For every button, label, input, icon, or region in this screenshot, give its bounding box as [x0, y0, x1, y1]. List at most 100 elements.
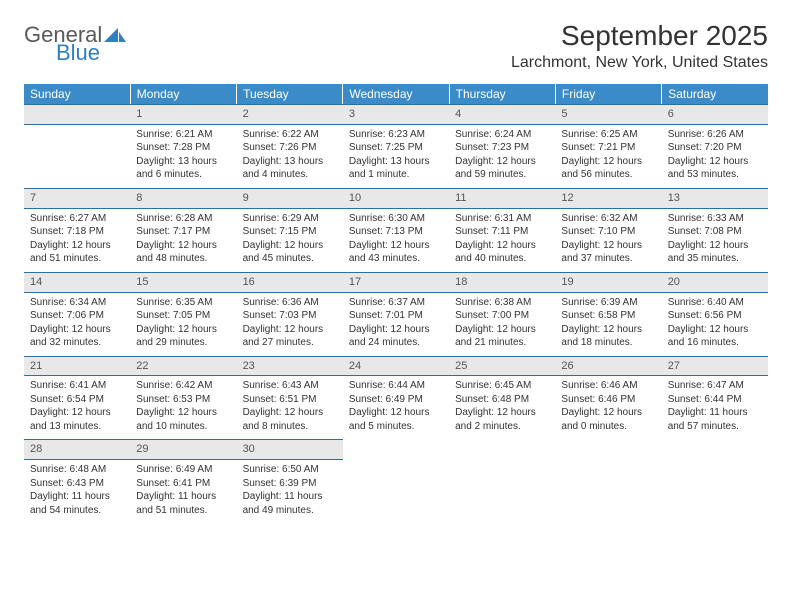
- sunrise-text: Sunrise: 6:25 AM: [561, 128, 655, 142]
- calendar-table: SundayMondayTuesdayWednesdayThursdayFrid…: [24, 84, 768, 523]
- calendar-cell: 11Sunrise: 6:31 AMSunset: 7:11 PMDayligh…: [449, 188, 555, 272]
- day-content: Sunrise: 6:28 AMSunset: 7:17 PMDaylight:…: [130, 209, 236, 272]
- sunrise-text: Sunrise: 6:37 AM: [349, 296, 443, 310]
- daylight-text: Daylight: 12 hours and 2 minutes.: [455, 406, 549, 433]
- sunset-text: Sunset: 6:58 PM: [561, 309, 655, 323]
- day-number: 12: [555, 188, 661, 209]
- day-number: 28: [24, 439, 130, 460]
- day-number: 19: [555, 272, 661, 293]
- calendar-cell: [555, 439, 661, 523]
- day-number: 7: [24, 188, 130, 209]
- calendar-cell: 28Sunrise: 6:48 AMSunset: 6:43 PMDayligh…: [24, 439, 130, 523]
- day-number: 14: [24, 272, 130, 293]
- day-content: Sunrise: 6:25 AMSunset: 7:21 PMDaylight:…: [555, 125, 661, 188]
- day-content: Sunrise: 6:33 AMSunset: 7:08 PMDaylight:…: [662, 209, 768, 272]
- sunrise-text: Sunrise: 6:44 AM: [349, 379, 443, 393]
- day-number: 13: [662, 188, 768, 209]
- sunrise-text: Sunrise: 6:22 AM: [243, 128, 337, 142]
- day-content: Sunrise: 6:45 AMSunset: 6:48 PMDaylight:…: [449, 376, 555, 439]
- sunset-text: Sunset: 6:43 PM: [30, 477, 124, 491]
- sunset-text: Sunset: 6:49 PM: [349, 393, 443, 407]
- sunset-text: Sunset: 7:28 PM: [136, 141, 230, 155]
- daylight-text: Daylight: 12 hours and 59 minutes.: [455, 155, 549, 182]
- day-content: Sunrise: 6:21 AMSunset: 7:28 PMDaylight:…: [130, 125, 236, 188]
- day-number: 16: [237, 272, 343, 293]
- sunrise-text: Sunrise: 6:39 AM: [561, 296, 655, 310]
- day-content: Sunrise: 6:32 AMSunset: 7:10 PMDaylight:…: [555, 209, 661, 272]
- calendar-cell: 3Sunrise: 6:23 AMSunset: 7:25 PMDaylight…: [343, 104, 449, 188]
- header: General Blue September 2025 Larchmont, N…: [24, 20, 768, 72]
- day-number: 20: [662, 272, 768, 293]
- day-content: Sunrise: 6:26 AMSunset: 7:20 PMDaylight:…: [662, 125, 768, 188]
- daylight-text: Daylight: 13 hours and 1 minute.: [349, 155, 443, 182]
- calendar-week-row: 21Sunrise: 6:41 AMSunset: 6:54 PMDayligh…: [24, 356, 768, 440]
- calendar-cell: 21Sunrise: 6:41 AMSunset: 6:54 PMDayligh…: [24, 356, 130, 440]
- calendar-cell: 2Sunrise: 6:22 AMSunset: 7:26 PMDaylight…: [237, 104, 343, 188]
- day-number: 4: [449, 104, 555, 125]
- sunset-text: Sunset: 7:17 PM: [136, 225, 230, 239]
- sunset-text: Sunset: 7:20 PM: [668, 141, 762, 155]
- daylight-text: Daylight: 12 hours and 32 minutes.: [30, 323, 124, 350]
- calendar-cell: 29Sunrise: 6:49 AMSunset: 6:41 PMDayligh…: [130, 439, 236, 523]
- daylight-text: Daylight: 11 hours and 57 minutes.: [668, 406, 762, 433]
- daylight-text: Daylight: 12 hours and 13 minutes.: [30, 406, 124, 433]
- day-number: 11: [449, 188, 555, 209]
- sunrise-text: Sunrise: 6:31 AM: [455, 212, 549, 226]
- sunset-text: Sunset: 7:26 PM: [243, 141, 337, 155]
- day-number: 21: [24, 356, 130, 377]
- day-content: Sunrise: 6:35 AMSunset: 7:05 PMDaylight:…: [130, 293, 236, 356]
- daylight-text: Daylight: 12 hours and 51 minutes.: [30, 239, 124, 266]
- sunrise-text: Sunrise: 6:24 AM: [455, 128, 549, 142]
- daylight-text: Daylight: 12 hours and 35 minutes.: [668, 239, 762, 266]
- sunrise-text: Sunrise: 6:28 AM: [136, 212, 230, 226]
- calendar-header-row: SundayMondayTuesdayWednesdayThursdayFrid…: [24, 84, 768, 104]
- day-content: Sunrise: 6:38 AMSunset: 7:00 PMDaylight:…: [449, 293, 555, 356]
- day-number: 9: [237, 188, 343, 209]
- day-number: 30: [237, 439, 343, 460]
- sunset-text: Sunset: 7:23 PM: [455, 141, 549, 155]
- calendar-cell: 22Sunrise: 6:42 AMSunset: 6:53 PMDayligh…: [130, 356, 236, 440]
- weekday-header: Saturday: [662, 84, 768, 104]
- sunrise-text: Sunrise: 6:48 AM: [30, 463, 124, 477]
- day-number: 3: [343, 104, 449, 125]
- day-content: Sunrise: 6:39 AMSunset: 6:58 PMDaylight:…: [555, 293, 661, 356]
- sunset-text: Sunset: 6:44 PM: [668, 393, 762, 407]
- day-content: Sunrise: 6:49 AMSunset: 6:41 PMDaylight:…: [130, 460, 236, 523]
- day-content: Sunrise: 6:42 AMSunset: 6:53 PMDaylight:…: [130, 376, 236, 439]
- day-content: Sunrise: 6:31 AMSunset: 7:11 PMDaylight:…: [449, 209, 555, 272]
- calendar-cell: 1Sunrise: 6:21 AMSunset: 7:28 PMDaylight…: [130, 104, 236, 188]
- sunset-text: Sunset: 7:13 PM: [349, 225, 443, 239]
- sunrise-text: Sunrise: 6:36 AM: [243, 296, 337, 310]
- sunset-text: Sunset: 6:46 PM: [561, 393, 655, 407]
- calendar-week-row: 7Sunrise: 6:27 AMSunset: 7:18 PMDaylight…: [24, 188, 768, 272]
- daylight-text: Daylight: 12 hours and 53 minutes.: [668, 155, 762, 182]
- day-number: 6: [662, 104, 768, 125]
- day-number: 29: [130, 439, 236, 460]
- sunset-text: Sunset: 7:01 PM: [349, 309, 443, 323]
- weekday-header: Thursday: [449, 84, 555, 104]
- day-content: Sunrise: 6:30 AMSunset: 7:13 PMDaylight:…: [343, 209, 449, 272]
- sunrise-text: Sunrise: 6:33 AM: [668, 212, 762, 226]
- sunrise-text: Sunrise: 6:21 AM: [136, 128, 230, 142]
- day-content: Sunrise: 6:40 AMSunset: 6:56 PMDaylight:…: [662, 293, 768, 356]
- calendar-cell: 5Sunrise: 6:25 AMSunset: 7:21 PMDaylight…: [555, 104, 661, 188]
- sunset-text: Sunset: 6:56 PM: [668, 309, 762, 323]
- day-content: Sunrise: 6:43 AMSunset: 6:51 PMDaylight:…: [237, 376, 343, 439]
- day-content: Sunrise: 6:23 AMSunset: 7:25 PMDaylight:…: [343, 125, 449, 188]
- sunset-text: Sunset: 7:03 PM: [243, 309, 337, 323]
- daylight-text: Daylight: 13 hours and 4 minutes.: [243, 155, 337, 182]
- calendar-cell: 14Sunrise: 6:34 AMSunset: 7:06 PMDayligh…: [24, 272, 130, 356]
- daylight-text: Daylight: 12 hours and 0 minutes.: [561, 406, 655, 433]
- calendar-cell: 15Sunrise: 6:35 AMSunset: 7:05 PMDayligh…: [130, 272, 236, 356]
- weekday-header: Sunday: [24, 84, 130, 104]
- sunset-text: Sunset: 7:25 PM: [349, 141, 443, 155]
- day-number: 25: [449, 356, 555, 377]
- sunset-text: Sunset: 7:08 PM: [668, 225, 762, 239]
- calendar-cell: 19Sunrise: 6:39 AMSunset: 6:58 PMDayligh…: [555, 272, 661, 356]
- sunrise-text: Sunrise: 6:38 AM: [455, 296, 549, 310]
- day-number: 26: [555, 356, 661, 377]
- sunset-text: Sunset: 7:10 PM: [561, 225, 655, 239]
- daylight-text: Daylight: 12 hours and 27 minutes.: [243, 323, 337, 350]
- calendar-cell: 25Sunrise: 6:45 AMSunset: 6:48 PMDayligh…: [449, 356, 555, 440]
- day-content: Sunrise: 6:24 AMSunset: 7:23 PMDaylight:…: [449, 125, 555, 188]
